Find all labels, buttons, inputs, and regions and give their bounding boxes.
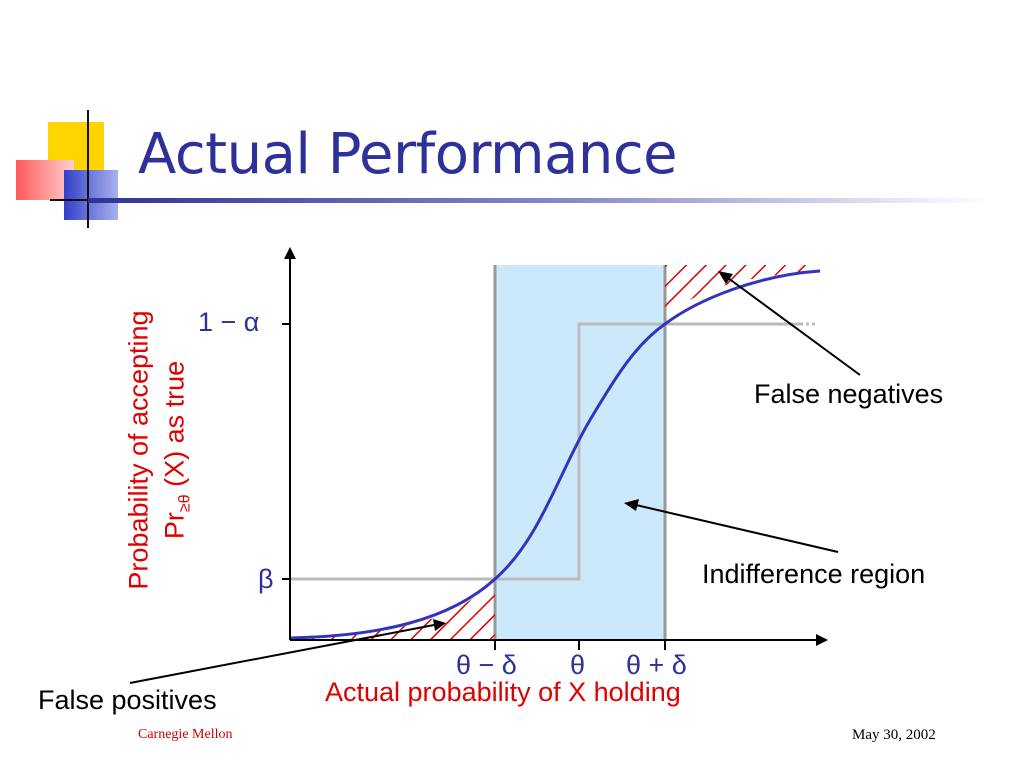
y-tick-label-bottom: β	[258, 564, 274, 594]
arrow-false-positives	[129, 619, 446, 684]
x-tick-label-mid: θ	[570, 650, 586, 680]
y-axis-label-line2: Pr≥θ (X) as true	[157, 310, 204, 589]
x-axis-arrowhead	[816, 634, 828, 646]
arrow-indifference	[624, 499, 839, 553]
false-positives-area	[300, 579, 495, 639]
ideal-step-line	[290, 322, 800, 581]
annotation-indifference-region: Indifference region	[702, 559, 926, 589]
y-tick-label-top: 1 − α	[198, 307, 260, 337]
y-axis-label-suffix: (X) as true	[159, 360, 190, 495]
y-axis-arrowhead	[284, 247, 296, 259]
y-axis-label-prefix: Pr	[159, 512, 190, 540]
y-axis-label-line1: Probability of accepting	[123, 310, 154, 590]
performance-curve	[289, 269, 821, 640]
blue-square	[64, 170, 118, 220]
false-negatives-area	[665, 265, 820, 324]
x-axis-label: Actual probability of X holding	[325, 677, 681, 707]
annotation-false-negatives: False negatives	[754, 379, 944, 409]
title-rule	[88, 198, 988, 203]
footer-organization: Carnegie Mellon	[138, 727, 233, 742]
x-tick-label-right: θ + δ	[626, 650, 687, 680]
footer-date: May 30, 2002	[852, 727, 936, 743]
slide-title: Actual Performance	[138, 122, 678, 187]
logo-squares	[16, 110, 128, 228]
x-tick-label-left: θ − δ	[456, 650, 517, 680]
y-axis-label-subscript: ≥θ	[176, 494, 194, 513]
annotation-false-positives: False positives	[38, 685, 217, 715]
arrow-false-negatives	[718, 271, 861, 376]
